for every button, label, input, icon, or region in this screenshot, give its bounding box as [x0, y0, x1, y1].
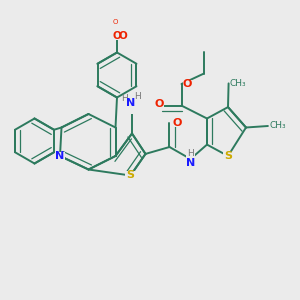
Text: H: H — [187, 148, 194, 158]
Text: S: S — [224, 151, 232, 161]
Bar — [125, 171, 136, 180]
Text: CH₃: CH₃ — [269, 122, 286, 130]
Bar — [112, 32, 122, 40]
Text: O: O — [154, 99, 164, 109]
Text: CH₃: CH₃ — [229, 79, 246, 88]
Bar — [186, 150, 195, 159]
Text: H: H — [134, 92, 141, 101]
Bar — [172, 119, 182, 127]
Bar — [154, 100, 164, 108]
Text: N: N — [127, 98, 136, 108]
Bar — [123, 97, 141, 114]
Bar — [223, 152, 233, 160]
Text: N: N — [186, 158, 195, 168]
Text: N: N — [56, 151, 64, 161]
Bar — [55, 152, 65, 160]
Bar — [186, 159, 195, 168]
Bar — [183, 80, 192, 88]
Bar — [113, 33, 118, 39]
Bar — [118, 32, 127, 40]
Text: S: S — [127, 170, 134, 181]
Text: O: O — [113, 20, 118, 26]
Text: O: O — [183, 79, 192, 89]
Text: H: H — [121, 94, 128, 103]
Text: O: O — [172, 118, 182, 128]
Text: O: O — [118, 31, 127, 41]
Text: O: O — [112, 31, 122, 41]
